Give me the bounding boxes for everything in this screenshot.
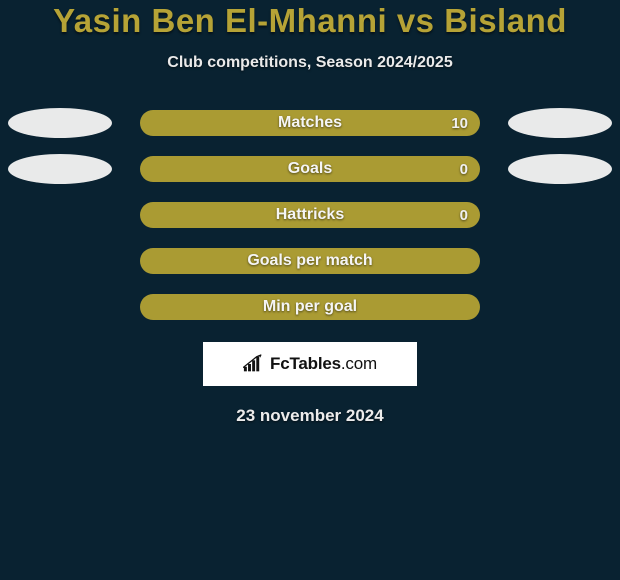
stat-bar: Min per goal <box>140 294 480 320</box>
stat-label: Hattricks <box>276 206 344 224</box>
stat-label: Goals <box>288 160 332 178</box>
stat-label: Matches <box>278 114 342 132</box>
brand-text-light: .com <box>341 354 377 373</box>
bar-chart-icon <box>243 354 265 374</box>
brand-logo: FcTables.com <box>203 342 417 386</box>
stat-row: Matches 10 <box>0 110 620 136</box>
stat-bar: Goals 0 <box>140 156 480 182</box>
brand-text: FcTables.com <box>270 354 377 374</box>
stat-value-right: 0 <box>460 207 468 224</box>
player-left-ellipse <box>8 108 112 138</box>
subtitle: Club competitions, Season 2024/2025 <box>167 54 452 72</box>
stat-value-right: 10 <box>451 115 468 132</box>
stat-row: Goals 0 <box>0 156 620 182</box>
stat-value-right: 0 <box>460 161 468 178</box>
stat-row: Goals per match <box>0 248 620 274</box>
stat-label: Goals per match <box>247 252 372 270</box>
stat-bar: Matches 10 <box>140 110 480 136</box>
stat-row: Hattricks 0 <box>0 202 620 228</box>
player-right-ellipse <box>508 108 612 138</box>
stat-bar: Goals per match <box>140 248 480 274</box>
page-title: Yasin Ben El-Mhanni vs Bisland <box>53 2 567 40</box>
stat-rows: Matches 10 Goals 0 Hattricks 0 Goals per match… <box>0 110 620 320</box>
stat-bar: Hattricks 0 <box>140 202 480 228</box>
player-left-ellipse <box>8 154 112 184</box>
date-label: 23 november 2024 <box>236 406 383 426</box>
stat-row: Min per goal <box>0 294 620 320</box>
stat-label: Min per goal <box>263 298 357 316</box>
player-right-ellipse <box>508 154 612 184</box>
brand-text-strong: FcTables <box>270 354 341 373</box>
